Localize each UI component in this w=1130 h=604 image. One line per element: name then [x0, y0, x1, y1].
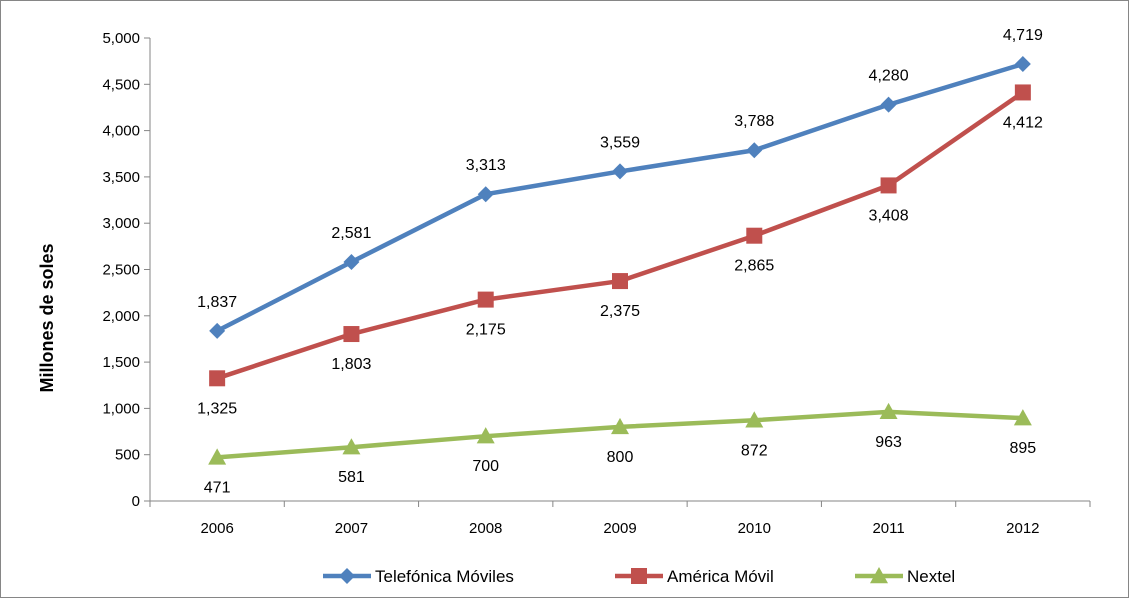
data-label: 581: [338, 469, 365, 486]
square-marker: [880, 177, 897, 194]
legend-label: Telefónica Móviles: [375, 567, 514, 586]
x-tick-label: 2009: [603, 520, 636, 537]
diamond-marker: [339, 568, 355, 584]
data-label: 471: [204, 479, 231, 496]
x-tick-label: 2008: [469, 520, 502, 537]
data-label: 2,865: [734, 258, 774, 275]
triangle-marker: [870, 567, 888, 584]
y-tick-label: 3,000: [102, 215, 140, 232]
x-tick-label: 2011: [872, 520, 904, 537]
y-tick-label: 5,000: [102, 30, 140, 47]
diamond-marker: [880, 96, 897, 113]
series-0: [209, 56, 1031, 339]
square-marker: [1014, 84, 1031, 101]
data-label: 1,325: [197, 400, 237, 417]
data-label: 3,559: [600, 134, 640, 151]
y-tick-label: 4,000: [102, 123, 140, 140]
data-label: 700: [472, 458, 499, 475]
legend-label: Nextel: [907, 567, 955, 586]
data-label: 1,803: [331, 356, 371, 373]
y-tick-label: 4,500: [102, 76, 140, 93]
triangle-marker: [342, 438, 361, 455]
data-label: 3,408: [869, 207, 909, 224]
y-axis-title: Millones de soles: [37, 243, 57, 392]
data-label: 872: [741, 442, 768, 459]
legend-item-2: Nextel: [855, 567, 955, 586]
data-label: 4,719: [1003, 27, 1043, 44]
data-label: 963: [875, 434, 902, 451]
data-labels: 1,837 2,581 3,313 3,559 3,788 4,280 4,719 1,325…: [197, 27, 1043, 496]
triangle-marker: [745, 411, 764, 428]
square-marker: [612, 273, 628, 290]
x-tick-label: 2012: [1006, 520, 1039, 537]
diamond-marker: [746, 142, 763, 159]
x-tick-label: 2007: [335, 520, 368, 537]
axes: 0 500 1,000 1,500 2,000 2,500 3,000 3,500 4,000 4…: [102, 30, 1091, 537]
y-tick-label: 0: [132, 493, 140, 510]
y-tick-label: 2,500: [102, 262, 140, 279]
data-label: 2,375: [600, 303, 640, 320]
y-tick-label: 1,500: [102, 354, 140, 371]
triangle-marker: [208, 448, 227, 465]
square-marker: [343, 326, 360, 343]
data-label: 895: [1010, 440, 1037, 457]
x-tick-label: 2010: [738, 520, 771, 537]
y-tick-label: 1,000: [102, 400, 140, 417]
data-label: 1,837: [197, 294, 237, 311]
diamond-marker: [209, 322, 226, 339]
data-label: 3,788: [734, 113, 774, 130]
legend-item-1: América Móvil: [615, 567, 774, 586]
diamond-marker: [343, 253, 360, 270]
triangle-marker: [1013, 409, 1032, 426]
data-label: 4,412: [1003, 114, 1043, 131]
y-tick-label: 3,500: [102, 169, 140, 186]
triangle-marker: [611, 417, 629, 435]
y-tick-label: 500: [115, 447, 140, 464]
series-layer: [208, 56, 1032, 465]
diamond-marker: [612, 163, 628, 180]
data-label: 3,313: [466, 157, 506, 174]
data-label: 4,280: [869, 68, 909, 85]
square-marker: [746, 227, 763, 244]
data-label: 2,581: [331, 225, 371, 242]
legend-item-0: Telefónica Móviles: [323, 567, 514, 586]
diamond-marker: [477, 186, 494, 203]
series-2: [208, 402, 1032, 465]
data-label: 800: [607, 449, 634, 466]
series-1: [209, 84, 1031, 387]
legend: Telefónica Móviles América Móvil Nextel: [323, 567, 955, 586]
square-marker: [631, 568, 647, 584]
data-label: 2,175: [466, 322, 506, 339]
x-tick-label: 2006: [200, 520, 233, 537]
square-marker: [477, 291, 494, 308]
y-tick-label: 2,000: [102, 308, 140, 325]
triangle-marker: [476, 427, 495, 444]
diamond-marker: [1014, 56, 1031, 73]
triangle-marker: [879, 402, 898, 420]
square-marker: [209, 370, 226, 387]
legend-label: América Móvil: [667, 567, 774, 586]
